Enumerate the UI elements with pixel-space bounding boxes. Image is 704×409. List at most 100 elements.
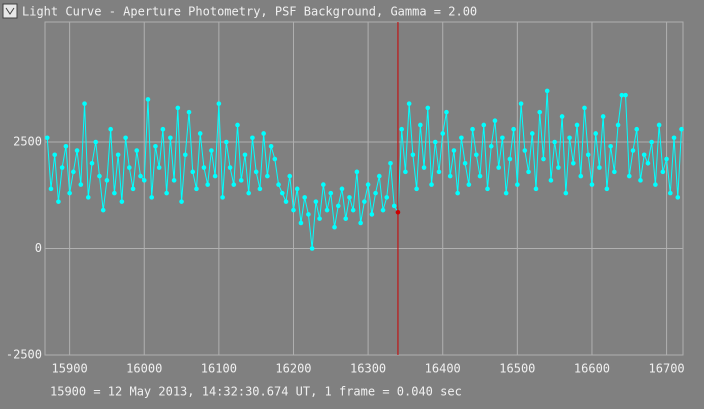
data-point [630, 148, 636, 153]
x-tick-label: 16600 [574, 362, 610, 376]
plot-area [44, 21, 684, 356]
data-point [388, 161, 393, 166]
data-point [276, 182, 281, 187]
data-point [100, 207, 106, 213]
data-point [500, 135, 505, 141]
y-tick-label: -2500 [6, 348, 42, 362]
data-point [515, 182, 520, 187]
data-point [391, 203, 397, 209]
data-point [231, 182, 237, 187]
data-point [59, 165, 65, 170]
data-point [44, 135, 50, 141]
data-point [563, 190, 569, 196]
data-point [134, 148, 140, 153]
data-point [67, 190, 72, 196]
data-point [74, 148, 80, 153]
data-point [582, 105, 587, 111]
data-point [153, 143, 158, 149]
data-point [250, 135, 255, 141]
data-point [224, 139, 229, 145]
data-point [567, 135, 572, 141]
data-point [571, 161, 576, 166]
data-point [533, 186, 539, 192]
data-point [216, 101, 222, 106]
app-icon[interactable] [2, 3, 18, 19]
data-point [261, 131, 266, 136]
data-point [272, 156, 278, 162]
data-point [380, 207, 386, 213]
data-point [287, 173, 293, 179]
data-point [78, 182, 84, 187]
data-point [649, 139, 654, 145]
data-point [227, 165, 233, 170]
data-point [447, 173, 453, 179]
x-tick-label: 16400 [425, 362, 461, 376]
plot: -2500 0 2500 15900 16000 16100 16200 16300 16400… [6, 22, 685, 376]
data-point [328, 190, 334, 196]
data-point [597, 165, 602, 170]
data-point [93, 139, 99, 145]
data-point [544, 88, 550, 94]
data-point [324, 207, 330, 213]
data-point [537, 109, 543, 115]
data-point [406, 101, 412, 106]
data-point [459, 135, 464, 141]
data-point [212, 173, 218, 179]
data-point [399, 126, 404, 132]
data-point [541, 156, 546, 162]
data-point [141, 178, 147, 183]
data-point [82, 101, 87, 106]
data-point [585, 152, 591, 158]
data-point [97, 173, 102, 179]
data-point [201, 165, 207, 170]
data-point [451, 148, 457, 153]
data-point [317, 216, 322, 221]
x-tick-label: 16500 [499, 362, 535, 376]
x-tick-label: 15900 [52, 362, 88, 376]
data-point [294, 186, 300, 192]
data-point [123, 135, 128, 141]
data-point [313, 199, 319, 204]
data-point [112, 190, 117, 196]
data-point [302, 195, 307, 200]
window-title: Light Curve - Aperture Photometry, PSF B… [22, 5, 477, 19]
data-point [477, 173, 483, 179]
data-point [507, 156, 513, 162]
data-point [238, 178, 244, 183]
data-point [156, 165, 162, 170]
data-point [410, 152, 416, 158]
data-point [608, 143, 613, 149]
data-point [108, 126, 113, 132]
data-point [488, 143, 494, 149]
data-point [291, 207, 296, 213]
data-point [623, 92, 628, 98]
data-point [470, 126, 475, 132]
data-point [548, 178, 554, 183]
data-point [645, 161, 651, 166]
data-point [246, 190, 252, 196]
data-point [358, 220, 363, 226]
data-point [679, 126, 684, 132]
data-point [56, 199, 61, 204]
data-point [403, 169, 408, 175]
data-point [279, 190, 285, 196]
data-point [518, 101, 524, 106]
data-point [653, 182, 658, 187]
data-point [164, 190, 169, 196]
data-point [190, 169, 196, 175]
data-point [429, 182, 434, 187]
x-tick-label: 16000 [126, 362, 162, 376]
data-point [418, 122, 423, 128]
data-point [511, 126, 516, 132]
data-point [354, 169, 360, 175]
data-point [309, 246, 315, 251]
data-point [485, 186, 490, 192]
x-tick-label: 16300 [350, 362, 386, 376]
data-point [186, 109, 192, 115]
status-text: 15900 = 12 May 2013, 14:32:30.674 UT, 1 … [50, 385, 462, 399]
data-point [175, 105, 181, 111]
data-point [321, 182, 326, 187]
data-point [253, 169, 259, 175]
data-point [619, 92, 625, 98]
data-point [220, 195, 225, 200]
